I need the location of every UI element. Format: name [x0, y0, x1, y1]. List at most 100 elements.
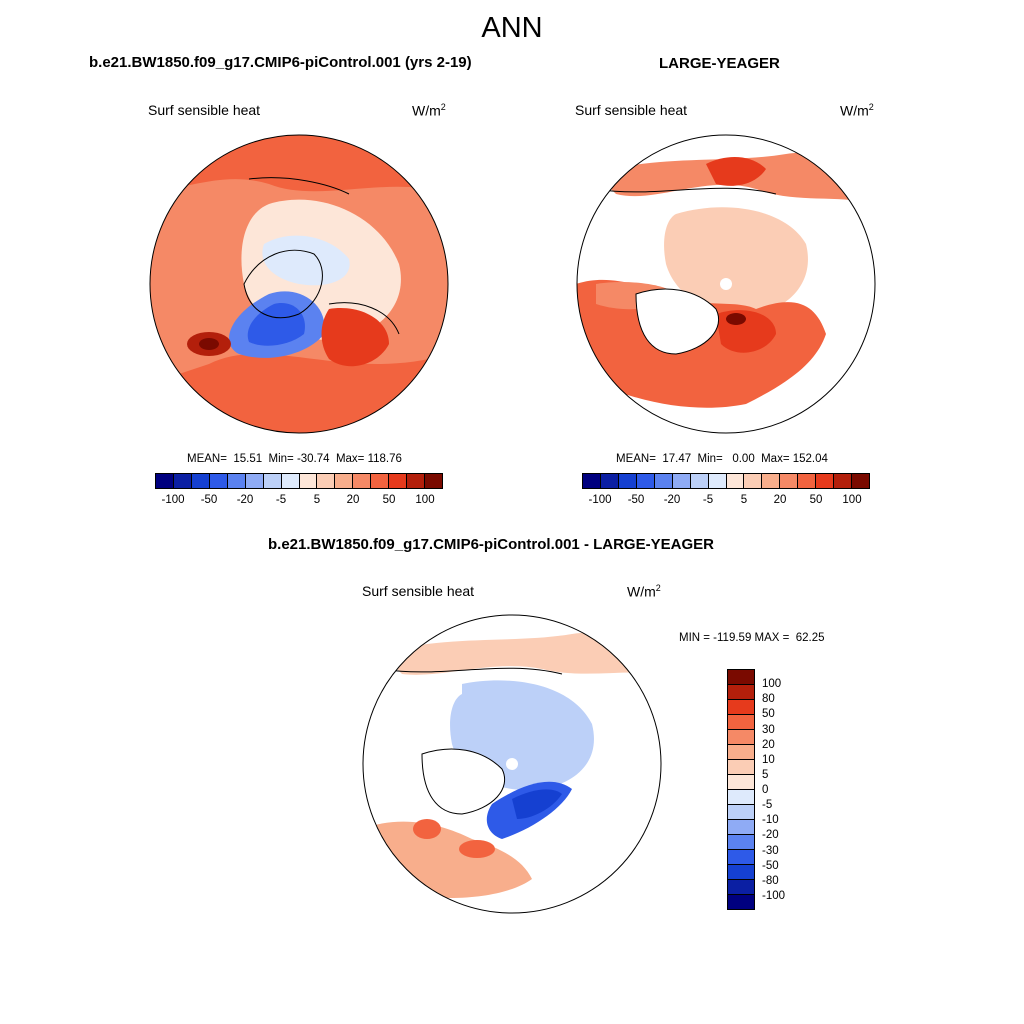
panel2-case-title: LARGE-YEAGER [659, 55, 780, 72]
colorbar-swatch [425, 474, 442, 488]
colorbar-tick-label: 10 [762, 753, 775, 766]
panel3-units-label: W/m2 [627, 583, 661, 600]
colorbar-swatch [728, 865, 754, 880]
colorbar-swatch [728, 745, 754, 760]
colorbar-tick-label: 20 [773, 494, 787, 506]
colorbar-tick-label: -10 [762, 814, 779, 827]
colorbar-swatch [173, 474, 192, 488]
colorbar-swatch [690, 474, 709, 488]
colorbar-swatch [245, 474, 264, 488]
panel1-case-title: b.e21.BW1850.f09_g17.CMIP6-piControl.001… [89, 54, 472, 71]
colorbar-swatch [728, 760, 754, 775]
colorbar-tick-label: 80 [762, 693, 775, 706]
colorbar-swatch [389, 474, 408, 488]
colorbar-swatch [728, 820, 754, 835]
colorbar-swatch [636, 474, 655, 488]
colorbar-tick-label: 5 [740, 494, 748, 506]
colorbar-tick-label: 30 [762, 723, 775, 736]
colorbar-tick-label: 20 [346, 494, 360, 506]
colorbar-swatch [263, 474, 282, 488]
panel1-colorbar [155, 473, 443, 489]
colorbar-tick-label: -100 [588, 494, 612, 506]
colorbar-tick-label: 50 [762, 708, 775, 721]
colorbar-swatch [600, 474, 619, 488]
colorbar-tick-label: 100 [415, 494, 435, 506]
colorbar-swatch [726, 474, 745, 488]
figure-title: ANN [481, 12, 543, 44]
colorbar-swatch [227, 474, 246, 488]
colorbar-swatch [335, 474, 354, 488]
colorbar-swatch [728, 685, 754, 700]
colorbar-swatch [728, 730, 754, 745]
colorbar-swatch [728, 790, 754, 805]
colorbar-swatch [407, 474, 426, 488]
colorbar-swatch [728, 835, 754, 850]
colorbar-tick-label: -5 [275, 494, 287, 506]
panel1-stats: MEAN= 15.51 Min= -30.74 Max= 118.76 [187, 453, 402, 465]
colorbar-swatch [728, 805, 754, 820]
colorbar-swatch [798, 474, 817, 488]
panel3-colorbar-ticks: 100 80 50 30 20 10 5 0 -5 -10 -20 -30 -50 -80 -100 [762, 669, 802, 911]
colorbar-tick-label: -5 [762, 799, 773, 812]
colorbar-swatch [209, 474, 228, 488]
panel2-colorbar [582, 473, 870, 489]
colorbar-swatch [583, 474, 601, 488]
colorbar-tick-label: 0 [762, 784, 769, 796]
colorbar-tick-label: -100 [161, 494, 185, 506]
colorbar-swatch [654, 474, 673, 488]
colorbar-swatch [816, 474, 835, 488]
panel2-variable-label: Surf sensible heat [575, 102, 688, 118]
panel3-map [362, 614, 662, 914]
colorbar-swatch [281, 474, 300, 488]
colorbar-swatch [317, 474, 336, 488]
colorbar-swatch [708, 474, 727, 488]
colorbar-tick-label: -50 [200, 494, 218, 506]
colorbar-tick-label: -100 [762, 889, 786, 902]
colorbar-tick-label: 5 [762, 768, 769, 781]
colorbar-tick-label: -20 [236, 494, 254, 506]
colorbar-swatch [156, 474, 174, 488]
panel3-case-title: b.e21.BW1850.f09_g17.CMIP6-piControl.001… [268, 536, 714, 553]
colorbar-swatch [728, 895, 754, 909]
colorbar-swatch [728, 880, 754, 895]
colorbar-swatch [728, 775, 754, 790]
colorbar-swatch [762, 474, 781, 488]
colorbar-swatch [728, 850, 754, 865]
colorbar-swatch [852, 474, 869, 488]
colorbar-swatch [371, 474, 390, 488]
panel1-variable-label: Surf sensible heat [148, 102, 261, 118]
colorbar-tick-label: 100 [842, 494, 862, 506]
colorbar-tick-label: -20 [762, 829, 779, 842]
colorbar-tick-label: -30 [762, 844, 779, 857]
panel3-colorbar [727, 669, 755, 910]
colorbar-tick-label: 50 [809, 494, 823, 506]
colorbar-tick-label: -50 [762, 859, 779, 872]
panel1-colorbar-ticks: -100 -50 -20 -5 5 20 50 100 [155, 494, 443, 510]
colorbar-swatch [672, 474, 691, 488]
colorbar-swatch [728, 700, 754, 715]
colorbar-swatch [353, 474, 372, 488]
colorbar-tick-label: -5 [702, 494, 714, 506]
colorbar-tick-label: -50 [627, 494, 645, 506]
panel1-map [149, 134, 449, 434]
colorbar-swatch [728, 715, 754, 730]
colorbar-swatch [744, 474, 763, 488]
colorbar-tick-label: 100 [762, 678, 782, 691]
panel2-units-label: W/m2 [840, 102, 874, 119]
colorbar-swatch [191, 474, 210, 488]
panel2-stats: MEAN= 17.47 Min= 0.00 Max= 152.04 [616, 453, 828, 465]
panel2-map [576, 134, 876, 434]
colorbar-tick-label: 50 [382, 494, 396, 506]
panel3-variable-label: Surf sensible heat [362, 583, 475, 599]
colorbar-tick-label: 5 [313, 494, 321, 506]
colorbar-swatch [299, 474, 318, 488]
panel1-units-label: W/m2 [412, 102, 446, 119]
colorbar-tick-label: -80 [762, 874, 779, 887]
panel2-colorbar-ticks: -100 -50 -20 -5 5 20 50 100 [582, 494, 870, 510]
colorbar-swatch [780, 474, 799, 488]
colorbar-tick-label: 20 [762, 738, 775, 751]
colorbar-tick-label: -20 [663, 494, 681, 506]
colorbar-swatch [728, 670, 754, 685]
colorbar-swatch [618, 474, 637, 488]
colorbar-swatch [834, 474, 853, 488]
